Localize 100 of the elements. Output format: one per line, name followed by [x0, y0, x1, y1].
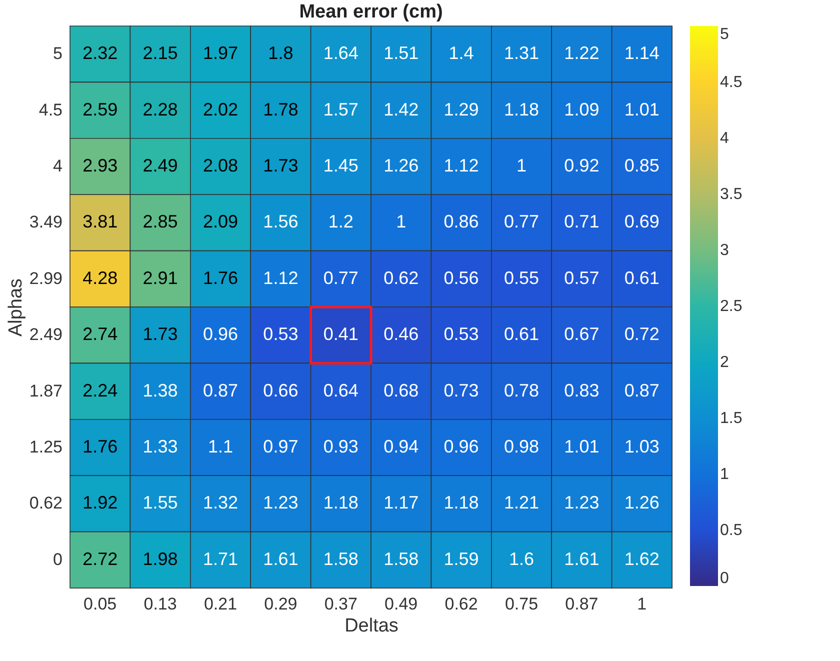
data-label: 1.59	[444, 548, 479, 569]
data-label: 0.53	[263, 324, 298, 344]
data-label: 1.42	[384, 99, 419, 120]
data-label: 2.93	[82, 156, 118, 176]
x-tick-label: 0.13	[144, 594, 177, 614]
data-label: 1.4	[448, 43, 474, 64]
chart-title: Mean error (cm)	[299, 2, 443, 23]
data-label: 0.97	[263, 436, 298, 456]
data-label: 0.77	[504, 212, 540, 232]
color-bar-label: 3	[720, 242, 729, 259]
data-label: 0.71	[564, 212, 600, 232]
data-label: 1.18	[504, 99, 540, 120]
data-label: 0.46	[384, 324, 419, 344]
y-tick-label: 5	[53, 44, 62, 64]
data-label: 1.18	[444, 492, 479, 513]
x-tick-label: 0.62	[444, 594, 478, 614]
data-label: 3.81	[82, 212, 118, 232]
data-label: 1.23	[263, 492, 298, 513]
data-label: 1.18	[323, 492, 358, 513]
data-label: 1.97	[202, 43, 238, 64]
data-label: 1.22	[564, 43, 600, 64]
y-axis-title: Alphas	[5, 278, 26, 337]
data-label: 2.59	[82, 99, 118, 120]
data-label: 2.15	[142, 43, 178, 64]
data-label: 0.72	[624, 324, 660, 344]
data-label: 1.6	[508, 548, 534, 569]
data-label: 0.94	[384, 436, 419, 456]
x-tick-label: 0.29	[264, 594, 298, 614]
data-label: 2.02	[202, 99, 238, 120]
data-label: 1.76	[82, 436, 118, 456]
color-bar-label: 0.5	[720, 522, 742, 539]
color-bar-label: 1	[720, 466, 729, 483]
data-label: 1.12	[444, 156, 479, 176]
data-label: 1.62	[624, 548, 660, 569]
x-tick-label: 0.37	[324, 594, 358, 614]
x-tick-label: 0.05	[84, 594, 117, 614]
data-label: 0.77	[323, 268, 358, 288]
y-tick-label: 0	[53, 550, 62, 569]
data-label: 1.23	[564, 492, 600, 513]
data-label: 1.45	[323, 156, 358, 176]
y-tick-label: 3.49	[29, 212, 62, 232]
data-label: 1.03	[624, 436, 660, 456]
data-label: 2.24	[82, 380, 118, 400]
data-label: 0.67	[564, 324, 600, 344]
color-bar-label: 3.5	[720, 186, 742, 203]
data-label: 1	[396, 212, 406, 232]
data-label: 0.57	[564, 268, 600, 288]
data-label: 1.29	[444, 99, 479, 120]
data-label: 0.85	[624, 156, 660, 176]
y-tick-label: 4	[53, 156, 62, 176]
data-label: 2.08	[202, 156, 238, 176]
data-label: 1.55	[142, 492, 178, 513]
data-label: 0.61	[624, 268, 660, 288]
data-label: 0.55	[504, 268, 540, 288]
data-label: 1.73	[263, 156, 298, 176]
color-bar-label: 4.5	[720, 74, 742, 91]
data-label: 2.74	[82, 324, 118, 344]
data-label: 1.31	[504, 43, 540, 64]
data-label: 0.92	[564, 156, 600, 176]
data-label: 4.28	[82, 268, 118, 288]
data-label: 1.21	[504, 492, 540, 513]
color-bar-label: 5	[720, 26, 729, 43]
data-label: 1.09	[564, 99, 600, 120]
y-tick-label: 4.5	[38, 100, 62, 120]
data-label: 1.76	[202, 268, 238, 288]
data-label: 1.61	[564, 548, 600, 569]
data-label: 2.49	[142, 156, 178, 176]
data-label: 1.38	[142, 380, 178, 400]
data-label: 1.73	[142, 324, 178, 344]
color-bar-label: 2.5	[720, 298, 742, 315]
data-label: 1.64	[323, 43, 358, 64]
data-label: 0.69	[624, 212, 660, 232]
x-axis-title: Deltas	[344, 616, 398, 636]
data-label: 0.53	[444, 324, 479, 344]
y-tick-label: 0.62	[29, 494, 62, 513]
data-label: 1.26	[384, 156, 419, 176]
x-tick-label: 0.49	[384, 594, 418, 614]
data-label: 1.71	[202, 548, 238, 569]
data-label: 1.92	[82, 492, 118, 513]
data-label: 1.58	[323, 548, 358, 569]
data-label: 2.85	[142, 212, 178, 232]
color-bar-label: 2	[720, 354, 729, 371]
data-label: 1.26	[624, 492, 660, 513]
data-label: 0.96	[444, 436, 479, 456]
data-label: 1.14	[624, 43, 660, 64]
data-label: 0.78	[504, 380, 540, 400]
y-tick-label: 2.99	[29, 268, 62, 288]
data-label: 1.57	[323, 99, 358, 120]
x-tick-label: 0.75	[504, 594, 538, 614]
data-label: 1.33	[142, 436, 178, 456]
x-tick-label: 0.87	[565, 594, 598, 614]
data-label: 2.28	[142, 99, 178, 120]
data-label: 1.8	[268, 43, 294, 64]
y-tick-label: 1.25	[29, 438, 62, 456]
data-label: 2.91	[142, 268, 178, 288]
data-label: 2.09	[202, 212, 238, 232]
data-label: 2.32	[82, 43, 118, 64]
data-label: 0.66	[263, 380, 298, 400]
data-label: 1.58	[384, 548, 419, 569]
data-label: 1.01	[624, 99, 660, 120]
